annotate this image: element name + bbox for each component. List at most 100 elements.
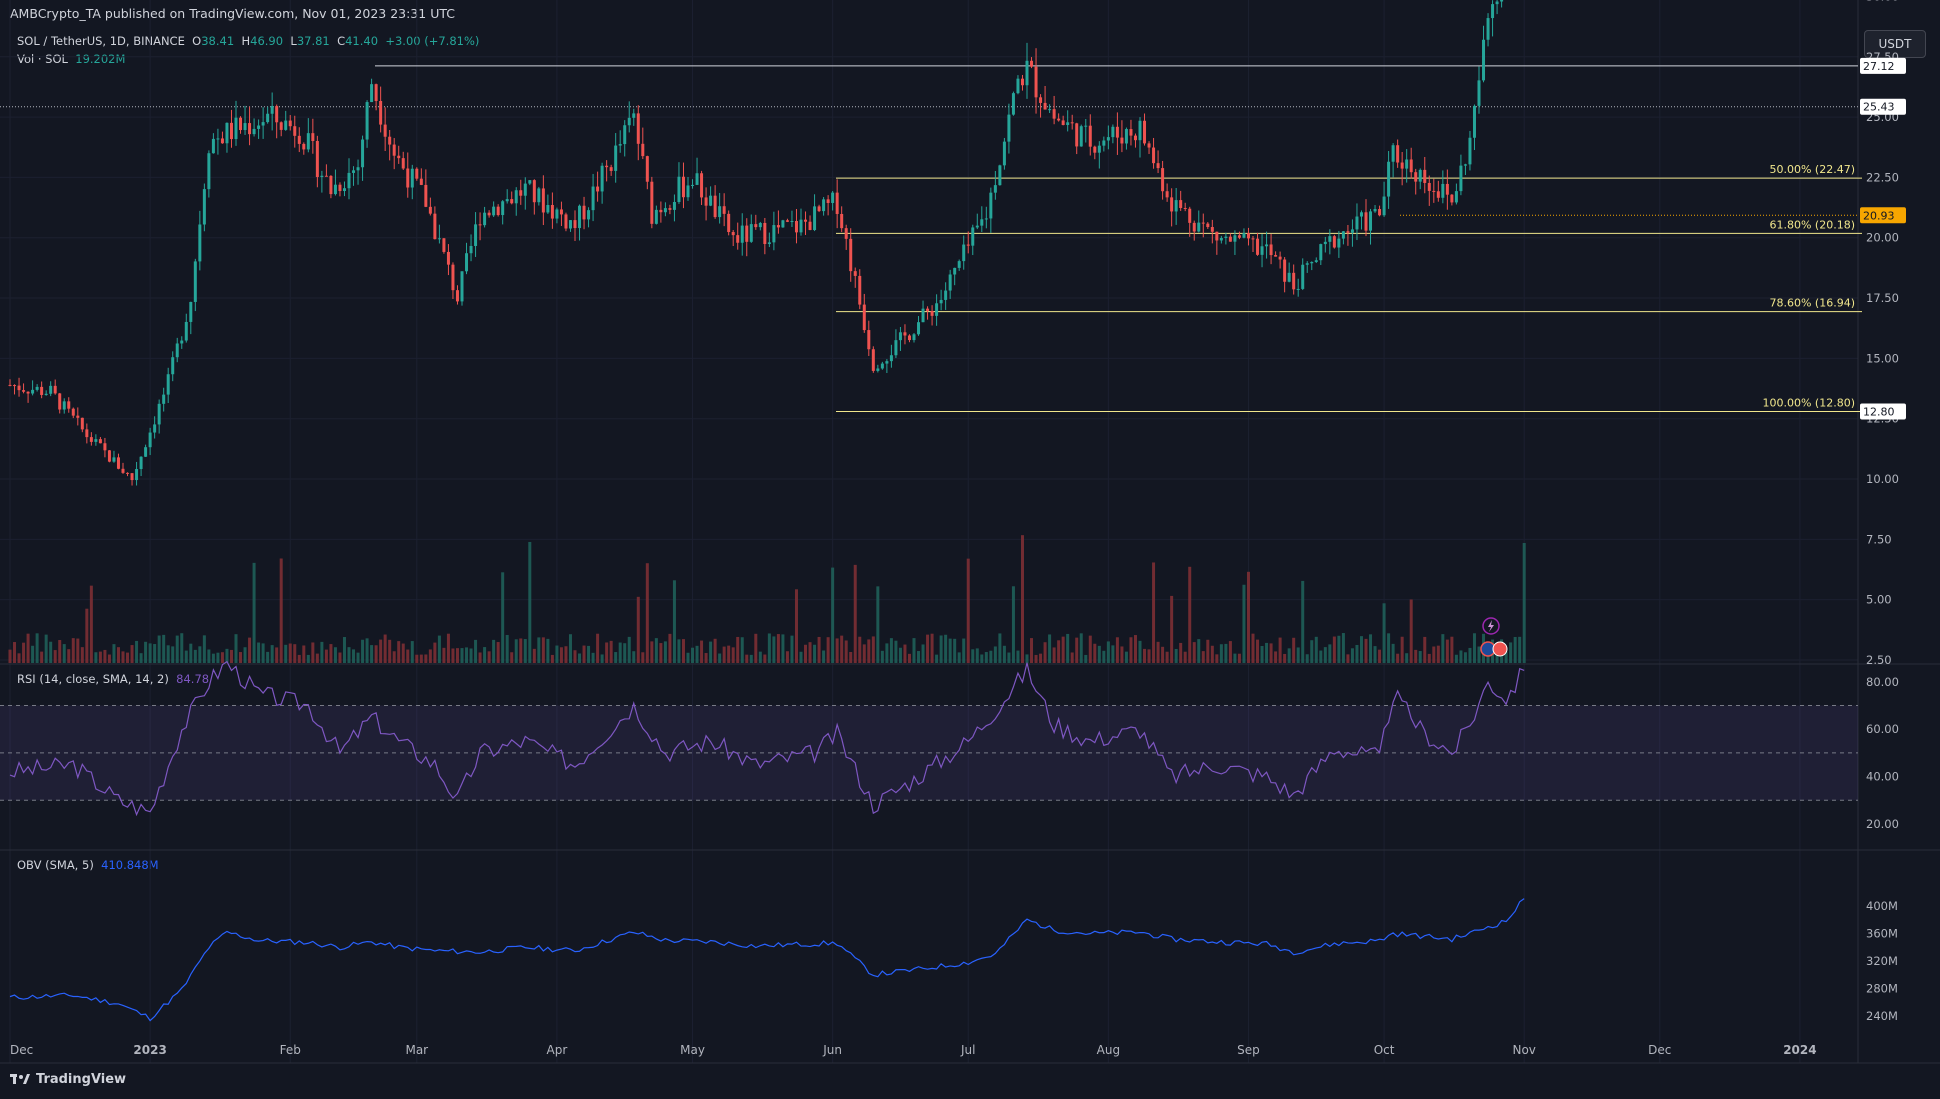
candle-body: [1188, 208, 1192, 223]
volume-bar: [1337, 635, 1341, 663]
level-tag-label: 25.43: [1863, 101, 1895, 114]
candle-body: [917, 322, 921, 335]
obv-pane: [9, 898, 1525, 1022]
volume-bar: [1075, 637, 1079, 663]
candle-body: [677, 176, 681, 203]
candle-body: [1115, 126, 1119, 138]
volume-bar: [1283, 653, 1287, 663]
volume-bar: [1097, 645, 1101, 663]
candle-body: [510, 199, 514, 204]
volume-bar: [1472, 633, 1476, 663]
candle-body: [514, 190, 518, 204]
candle-body: [89, 437, 93, 442]
candle-body: [1138, 120, 1142, 141]
rsi-label[interactable]: RSI (14, close, SMA, 14, 2): [17, 672, 169, 686]
volume-bar: [166, 645, 170, 663]
candle-body: [1337, 238, 1341, 248]
symbol-name[interactable]: SOL / TetherUS, 1D, BINANCE: [17, 34, 185, 48]
time-tick-label: Apr: [547, 1043, 568, 1057]
candle-body: [840, 213, 844, 229]
volume-bar: [767, 633, 771, 663]
volume-bar: [248, 637, 252, 663]
volume-bar: [817, 636, 821, 663]
volume-bar: [252, 562, 256, 663]
volume-bar: [1152, 562, 1156, 663]
volume-bar: [1274, 651, 1278, 663]
level-tag-bg: [1860, 57, 1906, 74]
volume-bar: [220, 652, 224, 663]
volume-bar: [1486, 652, 1490, 663]
candle-body: [257, 125, 261, 129]
volume-bar: [1030, 638, 1034, 663]
volume-bar: [98, 651, 102, 663]
candle-body: [948, 274, 952, 291]
time-axis[interactable]: Dec 2023 Feb Mar Apr May Jun Jul Aug Sep Oct Nov Dec…: [10, 1043, 1817, 1057]
volume-bar: [858, 636, 862, 663]
volume-bar: [745, 654, 749, 663]
price-change: +3.00 (+7.81%): [385, 34, 480, 48]
candle-body: [193, 261, 197, 302]
candle-body: [1102, 140, 1106, 146]
candle-body: [162, 394, 166, 404]
obv-label[interactable]: OBV (SMA, 5): [17, 858, 94, 872]
currency-button[interactable]: USDT: [1864, 30, 1926, 58]
volume-bar: [22, 642, 26, 663]
candle-body: [659, 209, 663, 213]
candle-body: [1500, 0, 1504, 2]
volume-bar: [1161, 646, 1165, 663]
candle-body: [306, 133, 310, 150]
volume-bar: [1454, 654, 1458, 663]
flag-icon-2[interactable]: [1492, 641, 1508, 657]
event-markers[interactable]: [1480, 617, 1508, 657]
candle-body: [885, 361, 889, 364]
rsi-tick-label: 20.00: [1866, 817, 1899, 831]
volume-bar: [116, 647, 120, 663]
candle-body: [1088, 125, 1092, 147]
volume-bar: [474, 639, 478, 663]
volume-bar: [740, 637, 744, 663]
candle-body: [523, 183, 527, 196]
volume-bar: [614, 652, 618, 663]
rsi-tick-label: 80.00: [1866, 675, 1899, 689]
candle-body: [1233, 235, 1237, 242]
volume-bar: [501, 572, 505, 663]
candle-body: [1165, 191, 1169, 198]
candle-body: [211, 138, 215, 154]
candle-body: [984, 218, 988, 220]
candle-body: [1454, 191, 1458, 203]
tradingview-brand[interactable]: TradingView: [36, 1072, 127, 1087]
candle-body: [758, 222, 762, 228]
volume-bars: [8, 535, 1526, 663]
volume-bar: [266, 651, 270, 663]
volume-bar: [1323, 647, 1327, 663]
fib-retracement[interactable]: −100.00% (51.46)−61.80% (44.08)−23.60% (…: [836, 0, 1862, 412]
volume-bar: [835, 638, 839, 663]
candle-body: [76, 415, 80, 418]
candle-body: [252, 128, 256, 135]
candle-body: [1084, 125, 1088, 127]
volume-bar: [1513, 636, 1517, 663]
volume-bar: [139, 653, 143, 663]
volume-bar: [1228, 641, 1232, 663]
volume-label[interactable]: Vol · SOL: [17, 52, 68, 66]
volume-bar: [889, 638, 893, 663]
volume-bar: [13, 642, 17, 663]
volume-bar: [528, 541, 532, 663]
candle-body: [867, 330, 871, 350]
volume-bar: [239, 652, 243, 663]
volume-bar: [469, 648, 473, 663]
candle-body: [980, 219, 984, 226]
ohlc-high-label: H: [241, 34, 251, 48]
volume-bar: [1269, 643, 1273, 663]
volume-bar: [519, 638, 523, 663]
volume-bar: [1102, 650, 1106, 663]
candle-body: [1310, 261, 1314, 264]
candle-body: [410, 168, 414, 188]
price-axis[interactable]: 2.505.007.5010.0012.5015.0017.5020.0022.…: [1866, 0, 1899, 1023]
volume-bar: [650, 641, 654, 663]
candle-body: [1391, 145, 1395, 162]
candle-body: [1075, 123, 1079, 147]
candle-body: [627, 117, 631, 126]
volume-bar: [758, 651, 762, 663]
